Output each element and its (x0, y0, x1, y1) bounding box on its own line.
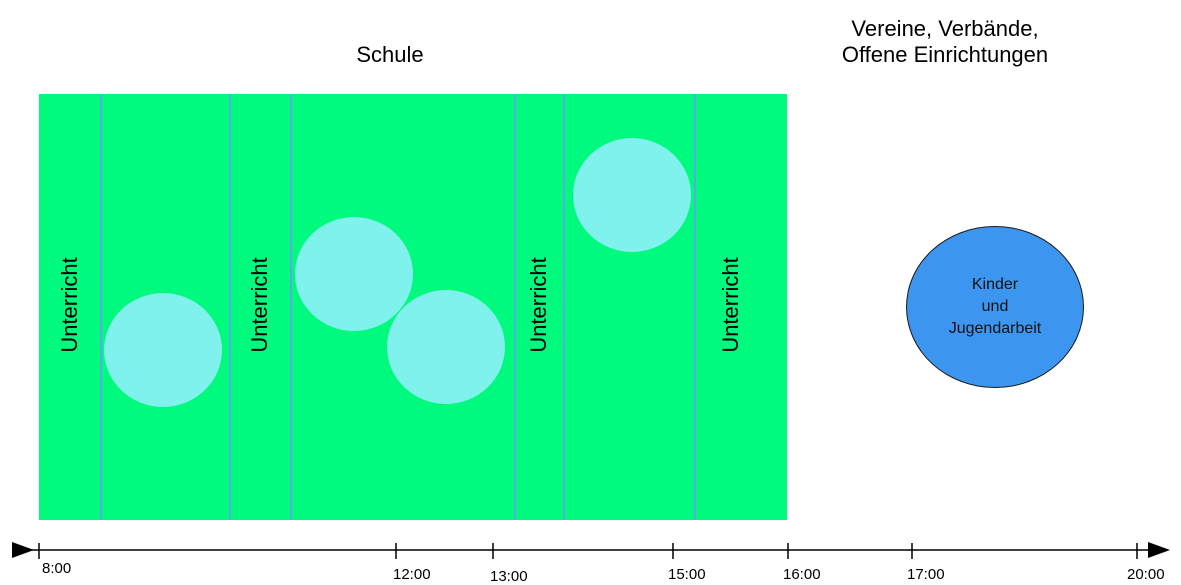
tick-label: 15:00 (668, 566, 706, 583)
activity-circle (387, 290, 505, 404)
school-title: Schule (356, 42, 424, 67)
tick-label: 17:00 (907, 566, 945, 583)
youth-work-line-3: Jugendarbeit (948, 320, 1042, 337)
lesson-divider (694, 94, 696, 520)
timeline-start-arrow (12, 542, 34, 558)
activity-circle (295, 217, 413, 331)
youth-work-circle: Kinder und Jugendarbeit (906, 226, 1084, 388)
tick-label: 8:00 (42, 560, 72, 577)
tick-label: 12:00 (393, 566, 431, 583)
tick-label: 13:00 (490, 568, 528, 585)
clubs-title: Vereine, Verbände, Offene Einrichtungen (805, 16, 1085, 68)
youth-work-line-1: Kinder (971, 276, 1019, 293)
lesson-divider (229, 94, 231, 520)
lesson-divider (290, 94, 292, 520)
activity-circle (104, 293, 222, 407)
clubs-title-line-1: Vereine, Verbände, (851, 16, 1039, 41)
clubs-title-line-2: Offene Einrichtungen (841, 42, 1049, 67)
lesson-divider (514, 94, 516, 520)
timeline-end-arrow (1148, 542, 1170, 558)
tick-label: 16:00 (783, 566, 821, 583)
tick-label: 20:00 (1127, 566, 1165, 583)
lesson-divider (100, 94, 102, 520)
lesson-divider (563, 94, 565, 520)
youth-work-line-2: und (981, 298, 1009, 315)
activity-circle (573, 138, 691, 252)
